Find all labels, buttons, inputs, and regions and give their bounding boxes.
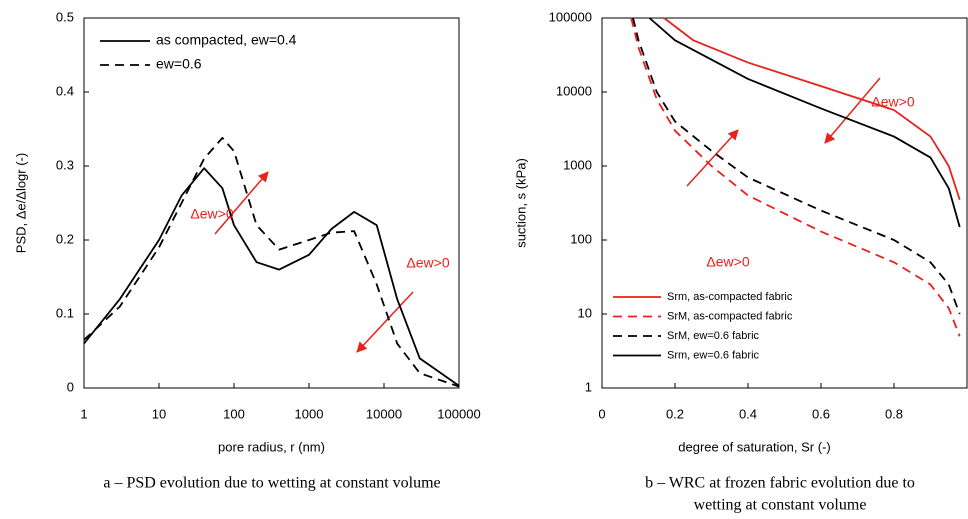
y-tick-label: 100	[570, 231, 592, 246]
legend-label: Srm, as-compacted fabric	[667, 291, 793, 303]
caption: a – PSD evolution due to wetting at cons…	[103, 475, 440, 492]
x-tick-label: 1	[80, 406, 87, 421]
arrow	[824, 77, 881, 144]
annotation: Δew>0	[406, 255, 449, 271]
arrows	[214, 77, 881, 353]
x-tick-label: 0.8	[885, 406, 903, 421]
legend-label: SrM, ew=0.6 fabric	[667, 330, 760, 342]
x-axis-label: pore radius, r (nm)	[218, 439, 325, 454]
legend-label: SrM, as-compacted fabric	[667, 310, 793, 322]
y-tick-label: 0	[67, 379, 74, 394]
x-tick-label: 1000	[295, 406, 324, 421]
arrow	[686, 129, 739, 187]
data-line	[663, 17, 961, 201]
x-tick-label: 100000	[437, 406, 480, 421]
x-tick-label: 0	[598, 406, 605, 421]
y-tick-label: 0.1	[56, 305, 74, 320]
y-tick-label: 100000	[549, 9, 592, 24]
arrow	[356, 291, 414, 353]
x-axis-label: degree of saturation, Sr (-)	[678, 439, 830, 454]
x-tick-label: 10	[152, 406, 166, 421]
y-tick-label: 0.2	[56, 231, 74, 246]
x-tick-label: 100	[223, 406, 245, 421]
legend-label: Srm, ew=0.6 fabric	[667, 349, 760, 361]
y-tick-label: 10000	[556, 83, 592, 98]
y-tick-label: 0.5	[56, 9, 74, 24]
legend-label: ew=0.6	[156, 56, 202, 72]
x-tick-label: 0.6	[812, 406, 830, 421]
data-line	[632, 17, 961, 315]
y-tick-label: 1000	[563, 157, 592, 172]
y-tick-label: 10	[578, 305, 592, 320]
data-line	[83, 167, 460, 387]
caption: wetting at constant volume	[694, 497, 867, 514]
data-line	[630, 17, 961, 337]
annotation: Δew>0	[190, 206, 233, 222]
x-tick-label: 10000	[366, 406, 402, 421]
arrow	[214, 171, 269, 235]
y-tick-label: 0.4	[56, 83, 74, 98]
x-tick-label: 0.4	[739, 406, 757, 421]
plot-frame	[601, 17, 968, 389]
data-line	[83, 136, 460, 388]
annotation: Δew>0	[706, 254, 749, 270]
x-tick-label: 0.2	[666, 406, 684, 421]
data-line	[648, 17, 961, 228]
annotation: Δew>0	[871, 94, 914, 110]
legend-label: as compacted, ew=0.4	[156, 32, 297, 48]
y-tick-label: 0.3	[56, 157, 74, 172]
caption: b – WRC at frozen fabric evolution due t…	[645, 475, 915, 492]
plot-frame	[83, 17, 460, 389]
y-axis-label: PSD, Δe/Δlogr (-)	[13, 153, 28, 253]
y-tick-label: 1	[585, 379, 592, 394]
y-axis-label: suction, s (kPa)	[513, 158, 528, 248]
